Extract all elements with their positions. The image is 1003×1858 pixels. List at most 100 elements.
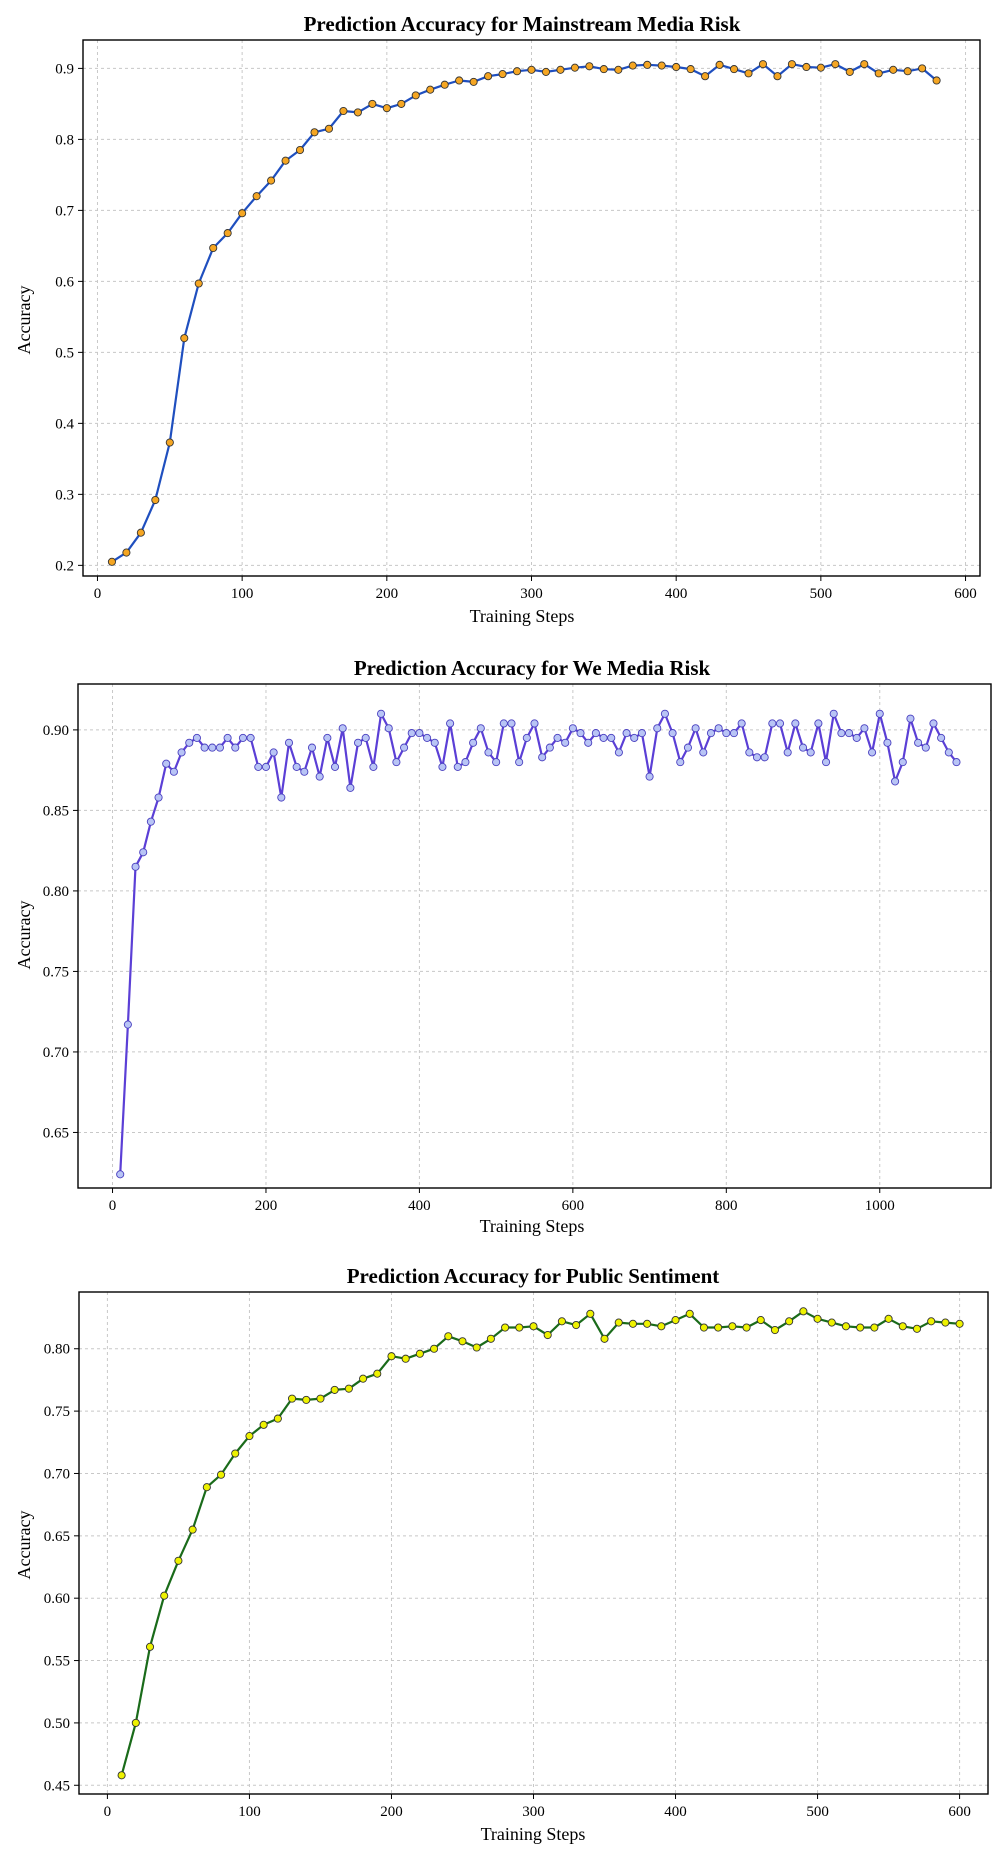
data-point [676,758,685,767]
data-point [728,1322,737,1331]
data-point [498,70,507,79]
chart-title: Prediction Accuracy for Public Sentiment [347,1264,720,1288]
x-tick-label: 600 [954,586,977,602]
y-tick-label: 0.5 [55,345,74,361]
data-point [729,65,739,74]
data-point [685,1309,694,1318]
data-point [245,1432,254,1441]
data-point [643,1319,652,1328]
data-point [202,1483,211,1492]
y-tick-label: 0.50 [44,1716,70,1732]
data-point [261,762,271,771]
data-point [287,1394,297,1403]
grid [83,40,980,576]
data-point [701,72,710,81]
data-point [438,762,447,771]
data-point [837,729,846,738]
data-point [821,758,831,767]
data-point [346,783,355,792]
data-point [484,748,493,757]
data-point [570,63,579,72]
data-point [628,1319,637,1328]
data-point [921,743,930,752]
y-tick-label: 0.60 [44,1591,70,1607]
data-point [927,1317,936,1326]
data-point [874,69,883,78]
data-point [169,767,178,776]
data-point [586,1309,595,1318]
data-point [315,772,324,781]
data-point [273,1414,282,1423]
data-point [607,733,616,742]
data-point [813,1314,822,1323]
data-point [561,738,570,747]
data-point [145,1642,155,1651]
data-point [773,72,782,81]
data-point [361,733,370,742]
y-axis-label: Accuracy [14,1511,34,1580]
data-point [799,1307,808,1316]
data-point [512,67,522,76]
data-point [382,104,391,113]
data-point [875,709,884,718]
y-tick-label: 0.8 [55,132,74,148]
data-point [758,60,768,69]
data-point [323,733,332,742]
data-point [884,1314,893,1323]
data-point [131,862,140,871]
data-point [906,714,915,723]
data-point [426,85,435,94]
data-point [572,1321,581,1330]
data-point [630,733,639,742]
data-point [216,1470,226,1479]
data-point [223,733,232,742]
data-point [715,60,724,69]
data-point [231,743,240,752]
data-point [139,848,148,857]
data-point [122,548,131,557]
data-point [614,65,623,74]
data-point [338,724,347,733]
data-point [231,1449,240,1458]
data-point [860,60,869,69]
x-tick-label: 300 [522,1804,545,1820]
data-point [400,743,409,752]
data-point [369,762,378,771]
series-line [119,712,958,1175]
data-point [952,758,961,767]
data-point [856,1323,865,1332]
data-point [492,758,501,767]
x-tick-label: 0 [109,1198,117,1214]
data-point [852,733,861,742]
data-point [912,1324,922,1333]
data-point [177,748,186,757]
plot-frame [77,683,992,1189]
data-point [254,762,263,771]
data-point [300,767,309,776]
x-tick-label: 0 [104,1804,112,1820]
data-point [628,61,637,70]
data-point [162,759,171,768]
plot-frame [78,1291,989,1795]
data-point [397,99,406,108]
data-point [770,1325,780,1335]
data-point [458,1337,467,1346]
y-tick-label: 0.55 [44,1654,70,1670]
data-point [310,128,319,137]
data-point [269,748,278,757]
data-point [944,748,953,757]
data-point [831,60,840,69]
data-point [401,1354,410,1363]
data-point [545,743,554,752]
data-point [472,1343,481,1352]
data-point [373,1369,382,1378]
data-point [929,719,938,728]
data-point [653,724,662,733]
data-point [714,724,723,733]
data-point [215,743,224,752]
data-point [714,1323,723,1332]
data-point [798,743,808,752]
data-point [668,729,677,738]
data-point [932,76,941,85]
